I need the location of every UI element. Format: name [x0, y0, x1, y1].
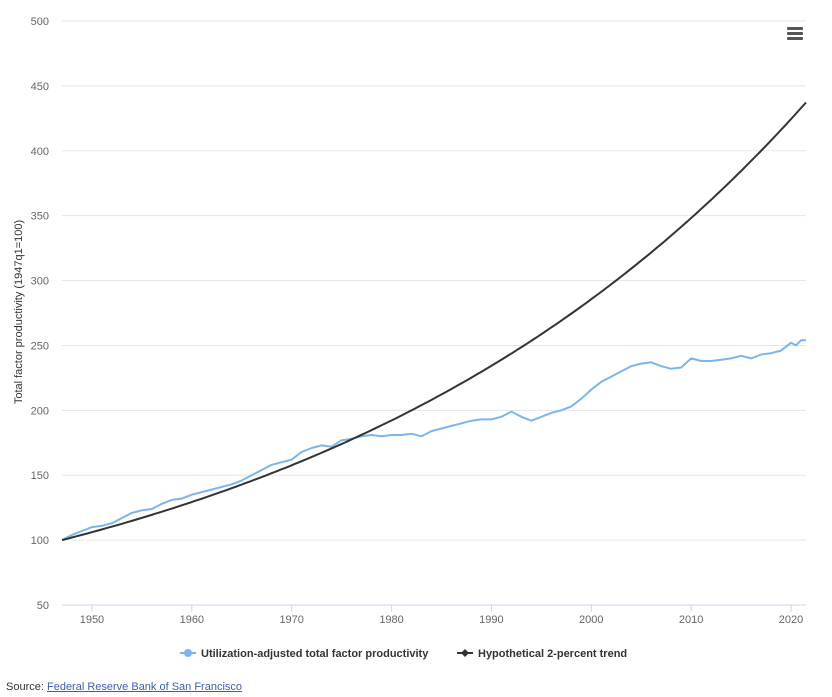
y-tick-label: 450	[31, 81, 49, 93]
legend-item[interactable]: Hypothetical 2-percent trend	[457, 648, 627, 660]
y-tick-label: 500	[31, 16, 49, 28]
y-axis-title: Total factor productivity (1947q1=100)	[13, 220, 25, 404]
x-tick-label: 2010	[679, 614, 703, 626]
legend-label: Utilization-adjusted total factor produc…	[201, 648, 429, 660]
series-line-tfp[interactable]	[61, 339, 806, 541]
x-tick-label: 1960	[180, 614, 204, 626]
y-tick-label: 300	[31, 276, 49, 288]
chart-menu-button[interactable]	[782, 20, 808, 46]
y-tick-label: 400	[31, 146, 49, 158]
hamburger-menu-icon-bar	[787, 32, 803, 35]
x-tick-label: 1980	[379, 614, 403, 626]
series-line-trend[interactable]	[61, 101, 807, 542]
y-tick-label: 200	[31, 405, 49, 417]
y-tick-label: 150	[31, 470, 49, 482]
source-credit: Source: Federal Reserve Bank of San Fran…	[6, 681, 242, 693]
y-tick-label: 350	[31, 211, 49, 223]
y-tick-label: 100	[31, 535, 49, 547]
x-axis: 1950 1960 1970 1980 1990 2000 2010 2020	[62, 604, 806, 626]
legend[interactable]: Utilization-adjusted total factor produc…	[180, 648, 627, 660]
y-axis-tick-labels: 50 100 150 200 250 300 350 400 450 500	[31, 16, 49, 612]
x-tick-label: 2000	[579, 614, 603, 626]
source-link[interactable]: Federal Reserve Bank of San Francisco	[46, 681, 243, 693]
source-label: Source:	[6, 681, 44, 693]
x-tick-label: 1990	[479, 614, 503, 626]
x-tick-label: 1970	[279, 614, 303, 626]
legend-item[interactable]: Utilization-adjusted total factor produc…	[180, 648, 429, 660]
hamburger-menu-icon-bar	[787, 37, 803, 40]
x-tick-label: 1950	[80, 614, 104, 626]
grid-lines	[62, 20, 806, 606]
y-tick-label: 50	[37, 600, 49, 612]
hamburger-menu-icon	[787, 27, 803, 30]
series-lines	[61, 101, 807, 542]
legend-label: Hypothetical 2-percent trend	[478, 648, 627, 660]
legend-diamond-marker-icon	[461, 649, 469, 657]
legend-circle-marker-icon	[184, 649, 192, 657]
x-tick-label: 2020	[779, 614, 803, 626]
y-tick-label: 250	[31, 340, 49, 352]
